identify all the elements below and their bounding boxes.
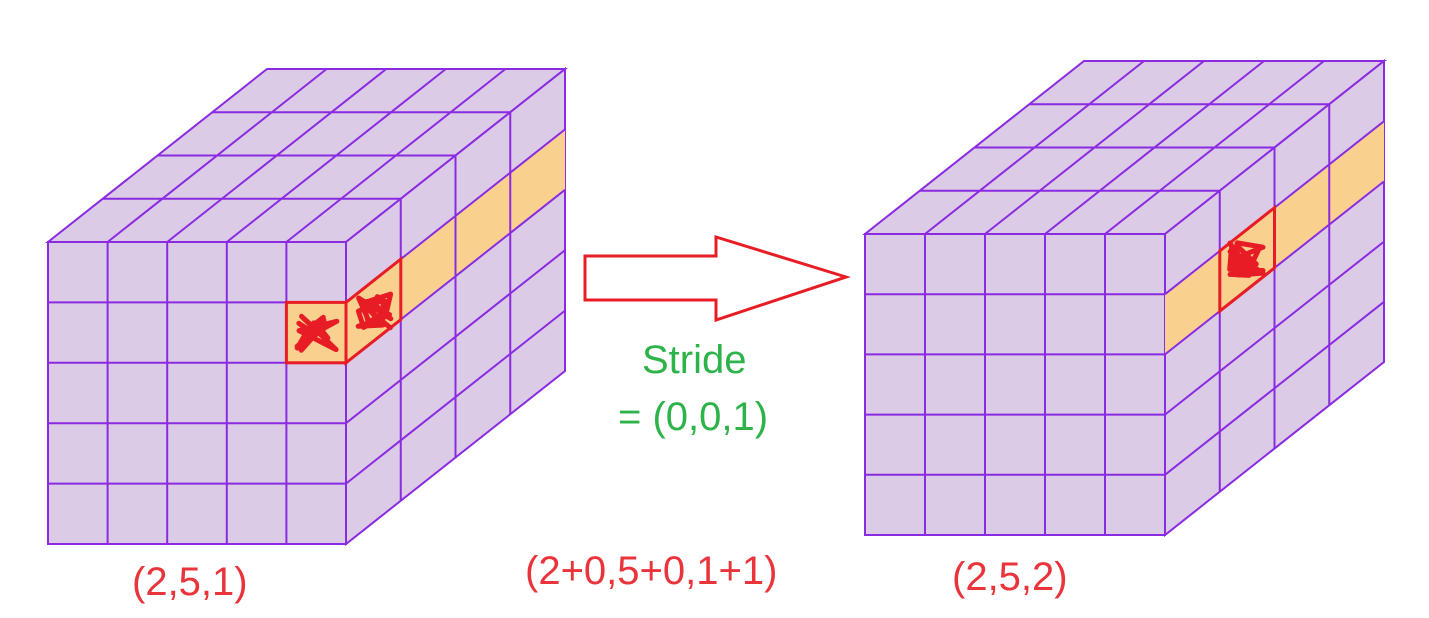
stride-value: = (0,0,1): [618, 395, 769, 439]
left-cube-side-grid-line: [345, 249, 566, 424]
right-cube-selected-outline-side: [1218, 204, 1276, 315]
right-cube-front-face: [864, 233, 1166, 536]
scribble-mark: [1227, 240, 1266, 278]
right-cube: [862, 58, 1387, 538]
left-cube-front-face: [47, 241, 347, 545]
stride-label: Stride: [642, 338, 747, 382]
right-cube-coordinate: (2,5,2): [952, 555, 1068, 599]
left-cube-side-grid-line: [345, 309, 566, 485]
left-cube-coordinate: (2,5,1): [132, 560, 248, 604]
left-cube: [45, 66, 568, 547]
hollow-right-arrow-icon: [583, 234, 851, 323]
left-cube-selected-outline-side: [344, 256, 403, 366]
stride-formula: (2+0,5+0,1+1): [525, 549, 778, 593]
scribble-mark: [355, 291, 394, 331]
scribble-mark: [294, 313, 340, 353]
right-cube-side-grid-line: [1164, 301, 1385, 476]
right-cube-side-grid-line: [1164, 240, 1385, 416]
